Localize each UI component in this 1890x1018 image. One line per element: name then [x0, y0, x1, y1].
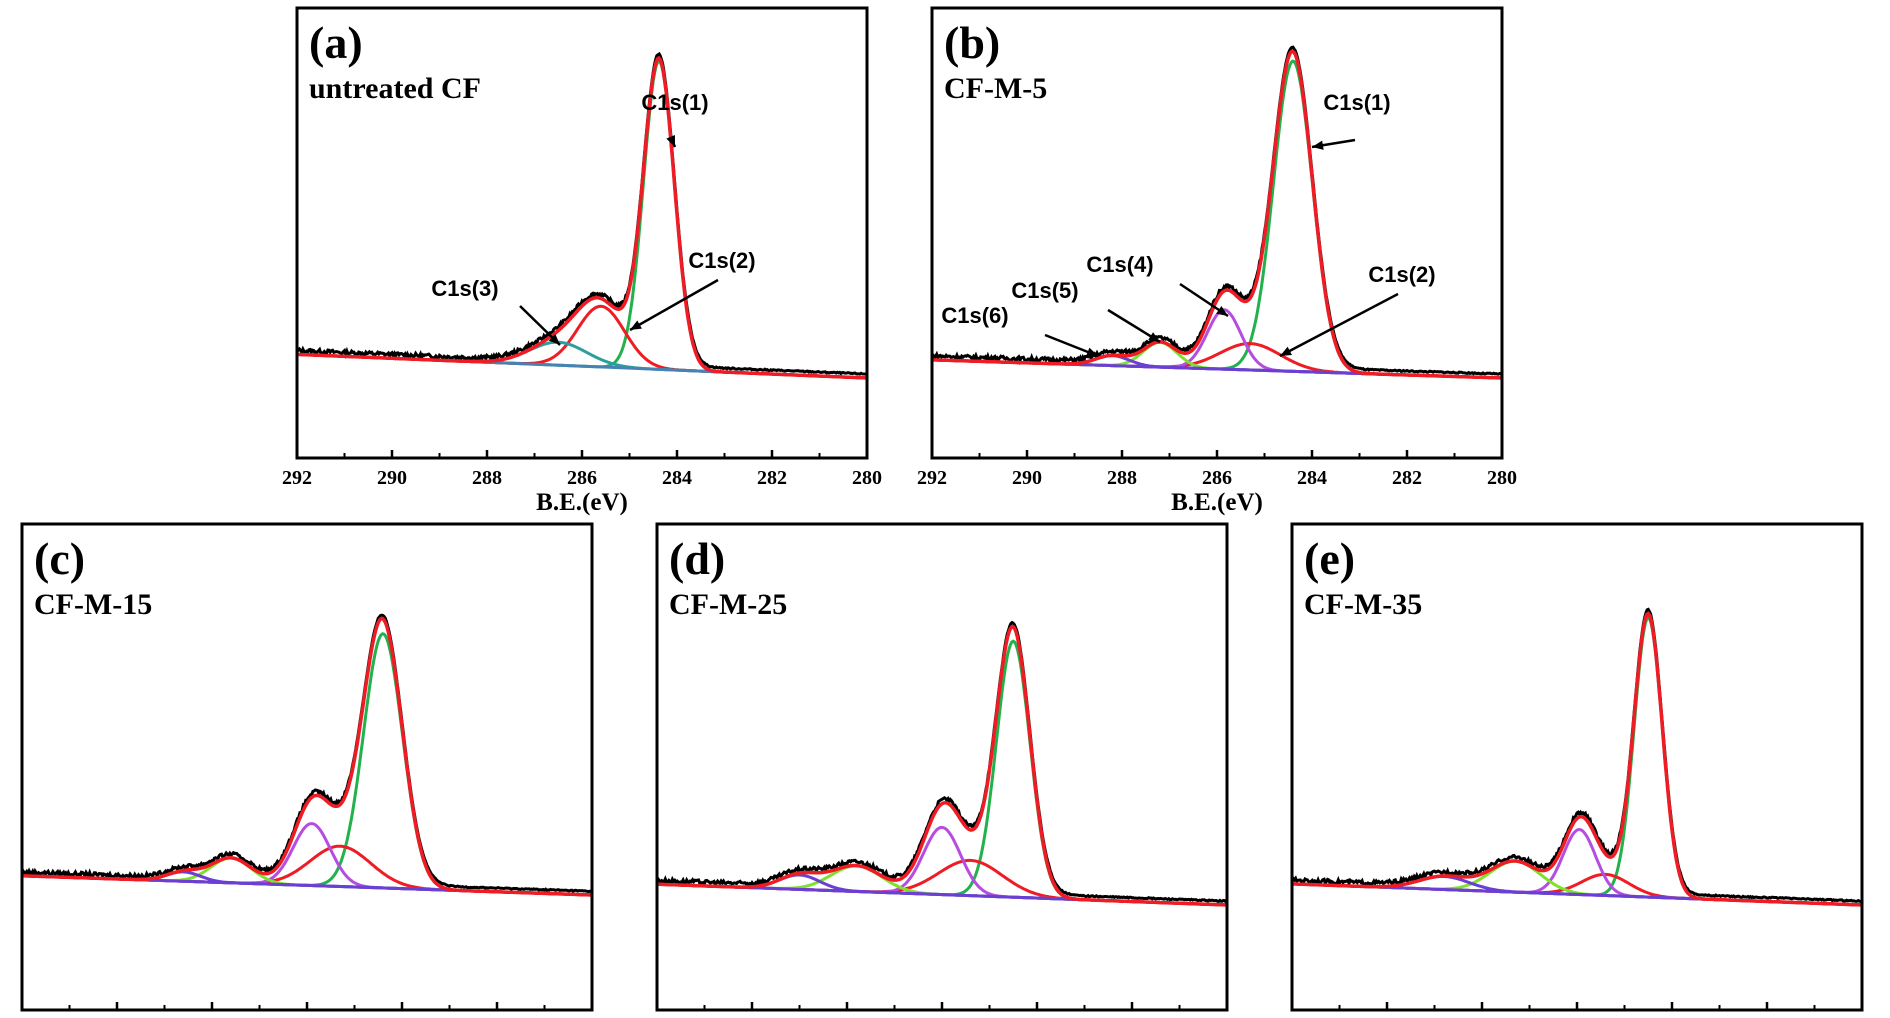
x-tick-label: 280: [852, 467, 882, 489]
annotation-arrow: [629, 278, 719, 332]
panel-letter: (a): [309, 17, 363, 68]
component-curve-c1s1: [22, 632, 592, 897]
x-axis-label: B.E.(eV): [1171, 489, 1263, 516]
peak-annotation: C1s(4): [1086, 252, 1153, 277]
sample-name: CF-M-25: [669, 588, 787, 621]
panel-letter: (d): [669, 533, 725, 584]
annotation-arrowhead: [1086, 347, 1098, 357]
peak-annotation: C1s(2): [1368, 262, 1435, 287]
annotation-arrow: [1279, 292, 1399, 358]
peak-annotation: C1s(1): [641, 90, 708, 115]
component-curve-c1s1: [1292, 615, 1863, 907]
annotation-arrowhead: [1280, 346, 1292, 356]
x-tick-label: 282: [757, 467, 787, 489]
peak-annotation: C1s(6): [941, 303, 1008, 328]
sample-name: CF-M-15: [34, 588, 152, 621]
fitted-envelope: [656, 625, 1228, 907]
x-tick-label: 290: [1012, 467, 1042, 489]
x-tick-label: 292: [282, 467, 312, 489]
component-curve-c1s3: [297, 340, 868, 380]
peak-annotation: C1s(5): [1011, 278, 1078, 303]
peak-annotation: C1s(2): [688, 248, 755, 273]
raw-spectrum: [296, 51, 868, 376]
x-tick-label: 284: [1297, 467, 1327, 489]
annotation-arrowhead: [548, 333, 560, 345]
x-tick-label: 288: [472, 467, 502, 489]
component-curve-c1s1: [297, 59, 868, 380]
x-axis-label: B.E.(eV): [536, 489, 628, 516]
peak-annotation: C1s(1): [1323, 90, 1390, 115]
sample-name: CF-M-5: [944, 72, 1047, 105]
annotation-arrowhead: [630, 320, 642, 330]
x-tick-label: 288: [1107, 467, 1137, 489]
component-curve-c1s1: [932, 59, 1502, 380]
fitted-envelope: [1292, 611, 1863, 907]
sample-name: untreated CF: [309, 72, 481, 105]
raw-spectrum: [655, 620, 1228, 904]
panel-letter: (e): [1304, 533, 1355, 584]
x-tick-label: 286: [567, 467, 597, 489]
panel-letter: (c): [34, 533, 85, 584]
x-tick-label: 280: [1487, 467, 1517, 489]
annotation-arrowhead: [666, 135, 675, 147]
panel-letter: (b): [944, 17, 1000, 68]
chart-panel-2: 292 290 288 286 284 282 280 B.E.(eV) (b) CF-M-5 C1…: [917, 6, 1517, 516]
component-curve-c1s1: [656, 639, 1228, 907]
x-tick-label: 284: [662, 467, 692, 489]
x-tick-label: 282: [1392, 467, 1422, 489]
annotation-arrowhead: [1312, 140, 1324, 150]
annotation-arrowhead: [1216, 305, 1228, 316]
peak-annotation: C1s(3): [431, 276, 498, 301]
fitted-envelope: [932, 49, 1502, 380]
raw-spectrum: [1290, 607, 1863, 904]
fitted-envelope: [297, 55, 868, 380]
annotation-arrowhead: [1148, 332, 1160, 342]
sample-name: CF-M-35: [1304, 588, 1422, 621]
fitted-envelope: [22, 616, 592, 897]
x-tick-label: 286: [1202, 467, 1232, 489]
chart-panel-1: 292 290 288 286 284 282 280 B.E.(eV) (a) untreate…: [282, 6, 882, 516]
x-tick-label: 290: [377, 467, 407, 489]
x-tick-label: 292: [917, 467, 947, 489]
raw-spectrum: [21, 613, 593, 894]
